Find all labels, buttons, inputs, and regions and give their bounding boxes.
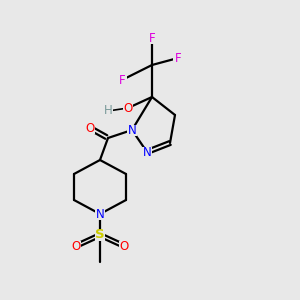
FancyBboxPatch shape (142, 146, 152, 158)
Text: H: H (103, 104, 112, 118)
Text: F: F (119, 74, 125, 86)
FancyBboxPatch shape (127, 124, 137, 136)
FancyBboxPatch shape (147, 32, 157, 44)
FancyBboxPatch shape (95, 230, 105, 241)
FancyBboxPatch shape (95, 208, 105, 220)
Text: N: N (96, 208, 104, 220)
FancyBboxPatch shape (71, 241, 81, 251)
Text: F: F (149, 32, 155, 44)
FancyBboxPatch shape (119, 241, 129, 251)
FancyBboxPatch shape (123, 103, 133, 113)
FancyBboxPatch shape (103, 106, 113, 116)
Text: O: O (119, 239, 129, 253)
FancyBboxPatch shape (85, 122, 95, 134)
Text: O: O (123, 101, 133, 115)
FancyBboxPatch shape (117, 74, 127, 86)
Text: O: O (71, 239, 81, 253)
Text: N: N (142, 146, 152, 158)
Text: S: S (95, 229, 105, 242)
FancyBboxPatch shape (173, 52, 183, 64)
Text: O: O (85, 122, 94, 134)
Text: N: N (128, 124, 136, 136)
Text: F: F (175, 52, 181, 64)
